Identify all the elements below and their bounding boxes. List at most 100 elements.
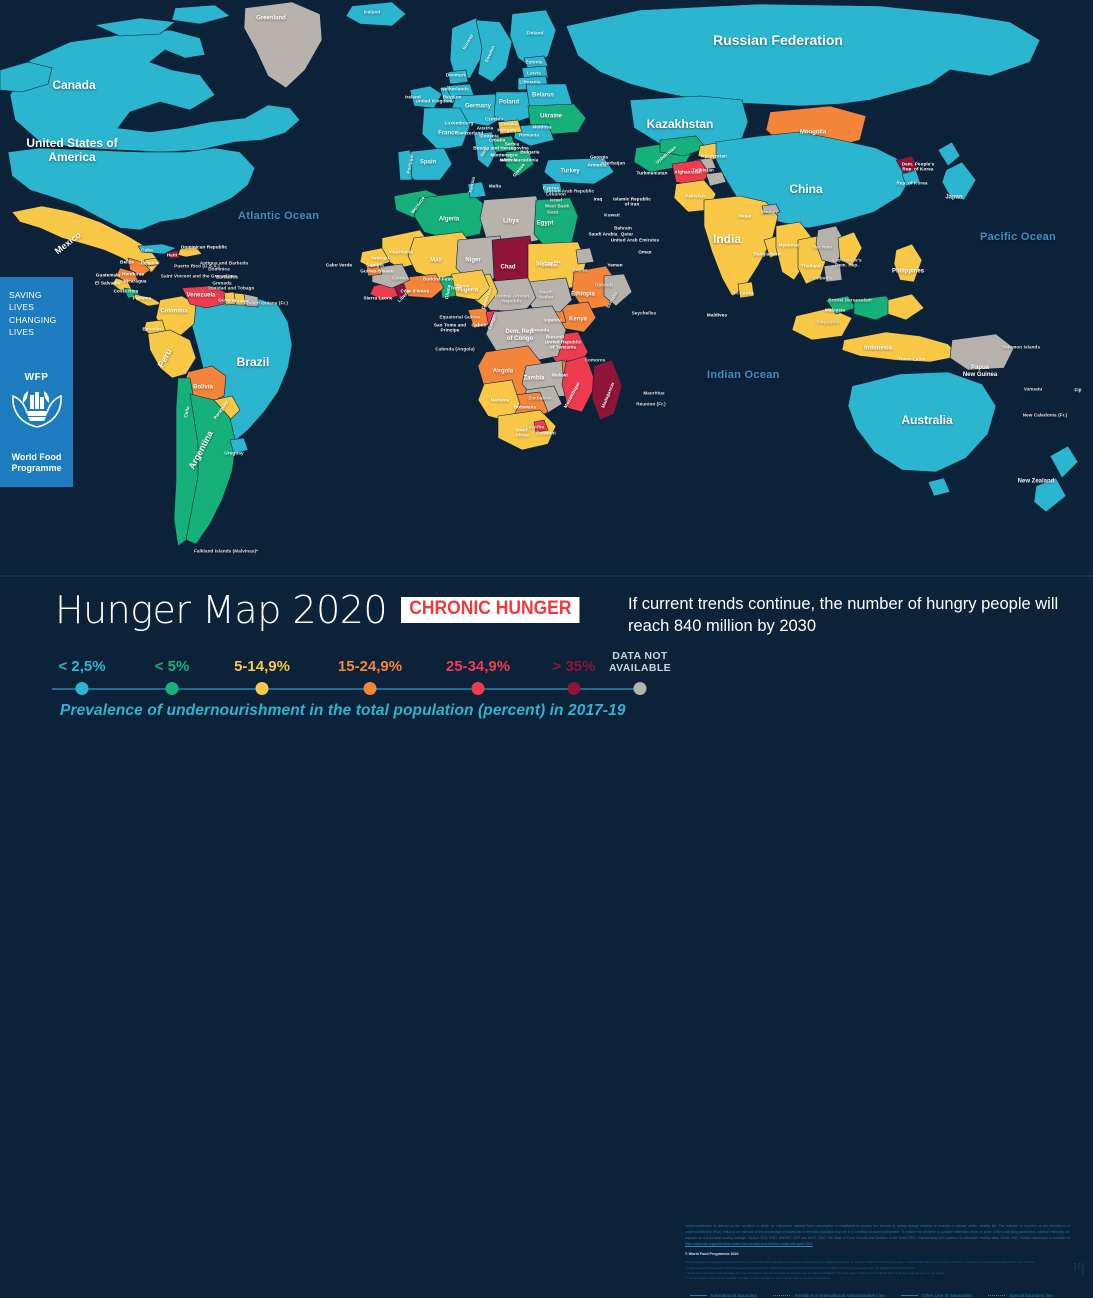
country-label[interactable]: Libya — [503, 218, 519, 225]
country-label[interactable]: Saudi Arabia — [588, 231, 618, 237]
country-label[interactable]: Sudan*** — [535, 261, 561, 268]
country-label[interactable]: Bahrain — [614, 225, 632, 231]
country-label[interactable]: Puerto Rico (U.S.A.) — [174, 263, 220, 269]
country-label[interactable]: Qatar — [620, 231, 634, 237]
country-label[interactable]: Timor-Leste — [898, 356, 926, 362]
country-label[interactable]: Yemen — [607, 262, 623, 268]
country-label[interactable]: Bosnia and Herzegovina — [473, 145, 529, 151]
country-label[interactable]: Dominica — [208, 266, 230, 272]
country-label[interactable]: Syrian Arab Republic — [545, 188, 595, 194]
country-label[interactable]: Germany — [464, 103, 492, 110]
country-label[interactable]: Gaza — [547, 209, 559, 215]
country-label[interactable]: Benin — [456, 283, 470, 289]
country-label[interactable]: Vanuatu — [1023, 386, 1043, 392]
country-label[interactable]: India — [712, 232, 742, 247]
country-label[interactable]: Sao Tome and Principe — [433, 322, 467, 333]
country-label[interactable]: Cambodia — [809, 275, 833, 281]
legend-dot-1[interactable] — [165, 682, 179, 695]
country-label[interactable]: Pakistan — [685, 193, 705, 199]
country-label[interactable]: Armenia — [587, 162, 607, 168]
country-label[interactable]: Côte d'Ivoire — [400, 288, 430, 294]
country-label[interactable]: United Republic of Tanzania — [544, 339, 582, 350]
country-label[interactable]: Canada — [52, 78, 96, 93]
country-label[interactable]: Jamaica — [139, 260, 159, 266]
country-label[interactable]: Malawi — [552, 372, 568, 378]
country-label[interactable]: Burkina Faso — [422, 276, 454, 282]
country-label[interactable]: Equatorial Guinea — [439, 314, 481, 320]
legend-dot-4[interactable] — [471, 682, 485, 695]
country-label[interactable]: Haiti — [166, 252, 178, 258]
country-label[interactable]: Belarus — [531, 92, 555, 99]
country-label[interactable]: Switzerland — [456, 130, 484, 136]
country-label[interactable]: Singapore — [816, 319, 840, 325]
country-label[interactable]: Guinea-Bissau — [360, 268, 394, 274]
country-label[interactable]: Mauritius — [643, 390, 665, 396]
country-label[interactable]: Georgia — [589, 154, 609, 160]
country-label[interactable]: Honduras — [121, 271, 145, 277]
country-label[interactable]: Iraq — [593, 196, 603, 202]
country-label[interactable]: Venezuela — [186, 292, 216, 299]
country-label[interactable]: Burundi — [545, 334, 565, 340]
country-label[interactable]: Angola — [492, 368, 514, 375]
country-label[interactable]: United States of America — [26, 136, 118, 164]
country-label[interactable]: Brazil — [236, 355, 270, 370]
country-label[interactable]: Nepal — [738, 213, 752, 219]
country-label[interactable]: Dominican Republic — [181, 244, 227, 250]
country-label[interactable]: Saint Vincent and the Grenadines — [160, 273, 238, 279]
country-label[interactable]: Slovakia — [499, 121, 519, 127]
country-label[interactable]: Botswana — [513, 404, 537, 410]
country-label[interactable]: Austria — [476, 125, 494, 131]
country-label[interactable]: Malta — [488, 183, 502, 189]
country-label[interactable]: Islamic Republic of Iran — [613, 196, 651, 207]
country-label[interactable]: Afghanistan — [674, 169, 702, 175]
country-label[interactable]: New Zealand — [1017, 478, 1055, 485]
country-label[interactable]: Romania — [518, 132, 540, 138]
world-map[interactable]: Atlantic Ocean Pacific Ocean Indian Ocean … — [0, 0, 1093, 575]
country-label[interactable]: Nigeria — [457, 287, 479, 294]
country-label[interactable]: Gambia — [366, 262, 384, 268]
country-label[interactable]: Maldives — [706, 312, 728, 318]
country-label[interactable]: Niger — [465, 257, 481, 264]
country-label[interactable]: French Guiana (Fr.) — [243, 300, 289, 306]
country-label[interactable]: Bolivia — [193, 384, 213, 391]
country-label[interactable]: Turkmenistan — [636, 170, 668, 176]
country-label[interactable]: Malaysia — [825, 307, 845, 313]
country-label[interactable]: Lithuania — [519, 79, 541, 85]
country-label[interactable]: Israel — [549, 197, 563, 203]
country-label[interactable]: Ukraine — [539, 113, 563, 120]
legend-dot-2[interactable] — [255, 682, 269, 695]
country-label[interactable]: Sri Lanka — [732, 290, 754, 296]
country-label[interactable]: Ireland — [405, 94, 421, 100]
country-label[interactable]: Turkey — [560, 168, 580, 175]
country-label[interactable]: Cabinda (Angola) — [435, 346, 475, 352]
country-label[interactable]: Belgium — [442, 94, 462, 100]
country-label[interactable]: Albania — [500, 157, 518, 163]
country-label[interactable]: Estonia — [525, 59, 543, 65]
country-label[interactable]: Uganda — [544, 317, 562, 323]
country-label[interactable]: Netherlands — [441, 86, 469, 92]
country-label[interactable]: Poland — [498, 99, 520, 106]
country-label[interactable]: Rep. of Korea — [896, 180, 928, 186]
country-label[interactable]: Bangladesh — [753, 251, 781, 257]
country-label[interactable]: Mali — [430, 257, 442, 264]
country-label[interactable]: Falkland Islands (Malvinas)* — [193, 548, 259, 554]
country-label[interactable]: Dem. Rep. of Congo — [505, 329, 535, 342]
country-label[interactable]: United Kingdom — [415, 98, 453, 104]
country-label[interactable]: Serbia — [504, 141, 520, 147]
country-label[interactable]: Eswatini — [536, 430, 556, 436]
country-label[interactable]: New Caledonia (Fr.) — [1022, 412, 1068, 418]
country-label[interactable]: Guatemala — [95, 272, 121, 278]
legend-dot-6[interactable] — [633, 682, 647, 695]
country-label[interactable]: Lesotho — [525, 424, 545, 430]
country-label[interactable]: Dem. People's Rep. of Korea — [901, 161, 935, 172]
country-label[interactable]: Cabo Verde — [325, 262, 353, 268]
country-label[interactable]: Ecuador — [142, 326, 162, 332]
country-label[interactable]: Montenegro — [490, 152, 518, 158]
country-label[interactable]: Fiji — [1074, 387, 1082, 393]
country-label[interactable]: Trinidad and Tobago — [207, 285, 255, 291]
country-label[interactable]: Greenland — [256, 15, 286, 22]
country-label[interactable]: Australia — [901, 413, 953, 428]
country-label[interactable]: Zambia — [523, 375, 545, 382]
country-label[interactable]: Cuba — [141, 247, 153, 253]
country-label[interactable]: South Africa — [515, 427, 529, 438]
